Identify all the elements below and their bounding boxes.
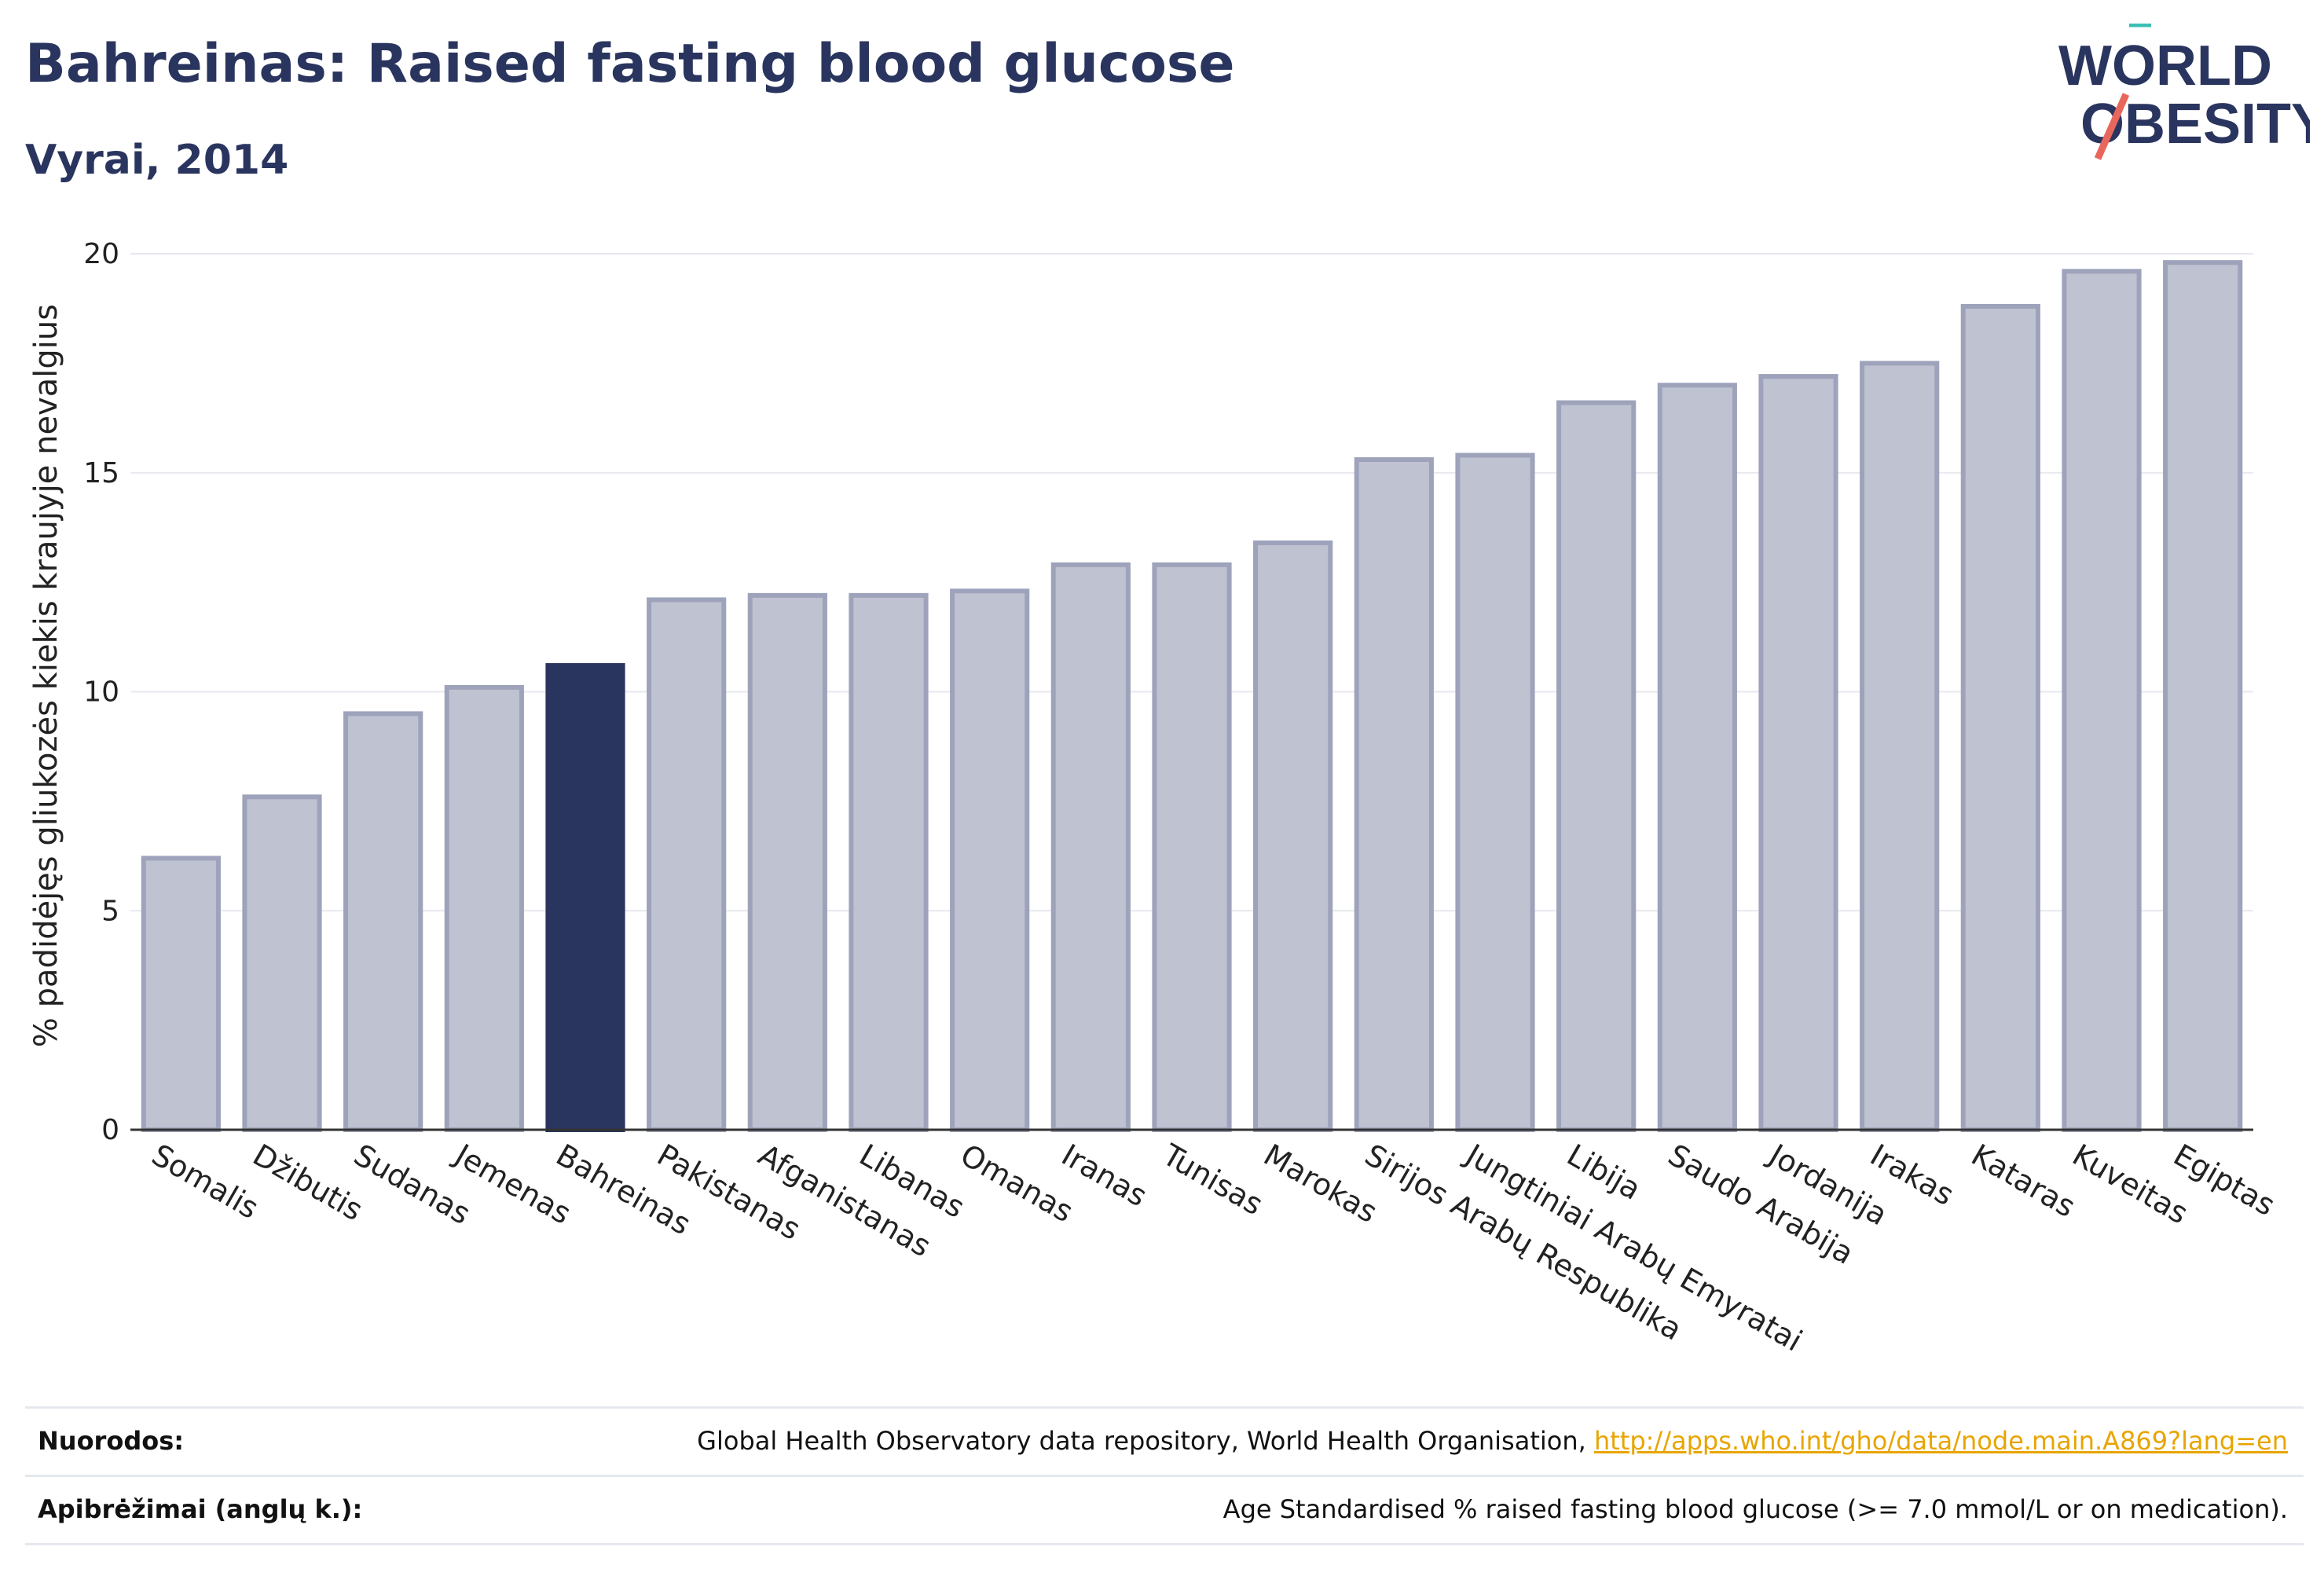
bar-21[interactable] [2163,260,2243,1132]
footer-definitions-row: Apibrėžimai (anglų k.): Age Standardised… [25,1475,2304,1545]
x-tick-label: Marokas [1258,1138,1383,1230]
bar-12[interactable] [1253,540,1333,1132]
chart-title: Bahreinas: Raised fasting blood glucose [25,33,1235,95]
x-tick-label: Sudanas [348,1138,476,1231]
bar-10[interactable] [1050,562,1131,1132]
bar-9[interactable] [950,588,1030,1132]
bar-8[interactable] [849,592,929,1132]
bar-7[interactable] [747,592,827,1132]
x-tick-label: Tunisas [1157,1137,1269,1222]
bar-6[interactable] [647,597,727,1132]
bar-20[interactable] [2062,269,2142,1132]
y-tick-label: 15 [83,457,119,489]
bar-1[interactable] [141,856,221,1132]
y-tick-label: 20 [83,238,119,270]
x-axis-ticks: SomalisDžibutisSudanasJemenasBahreinasPa… [146,1137,2281,1358]
y-axis-ticks: 0 5 10 15 20 [83,238,119,1146]
x-tick-label: Afganistanas [753,1138,937,1264]
y-tick-label: 5 [101,895,119,927]
logo-line1: WORLD [2058,35,2272,97]
bar-2[interactable] [242,794,322,1132]
sources-label: Nuorodos: [38,1426,185,1456]
bars [141,260,2243,1133]
bar-15[interactable] [1556,400,1637,1132]
x-tick-label: Omanas [955,1138,1079,1230]
sources-value: Global Health Observatory data repositor… [697,1426,2288,1456]
sources-text: Global Health Observatory data repositor… [697,1426,1594,1456]
y-axis-label: % padidėjęs gliukozės kiekis kraujyje ne… [28,304,64,1047]
bar-18[interactable] [1860,361,1940,1132]
x-tick-label: Somalis [146,1138,265,1226]
definitions-label: Apibrėžimai (anglų k.): [38,1494,363,1524]
bar-11[interactable] [1152,562,1232,1132]
chart-subtitle: Vyrai, 2014 [25,137,289,184]
footer: Nuorodos: Global Health Observatory data… [25,1406,2304,1545]
bar-3[interactable] [343,711,423,1132]
bar-14[interactable] [1455,453,1535,1132]
bar-13[interactable] [1354,457,1434,1132]
bar-5[interactable] [545,663,625,1132]
bar-chart: 0 5 10 15 20 SomalisDžibutisSudanasJemenasBa… [28,238,2281,1358]
y-tick-label: 10 [83,676,119,709]
world-obesity-logo: WORLD OBESITY [2058,24,2310,160]
x-tick-label: Kuveitas [2067,1138,2194,1231]
bar-17[interactable] [1758,374,1838,1133]
bar-4[interactable] [444,684,524,1132]
logo-slash-red [2094,93,2130,160]
x-tick-label: Kataras [1966,1138,2081,1224]
sources-link[interactable]: http://apps.who.int/gho/data/node.main.A… [1593,1426,2288,1456]
footer-sources-row: Nuorodos: Global Health Observatory data… [25,1406,2304,1475]
y-tick-label: 0 [101,1114,119,1146]
bar-16[interactable] [1657,383,1737,1132]
bar-19[interactable] [1960,303,2040,1132]
definitions-value: Age Standardised % raised fasting blood … [1222,1494,2288,1524]
x-tick-label: Džibutis [247,1138,369,1228]
